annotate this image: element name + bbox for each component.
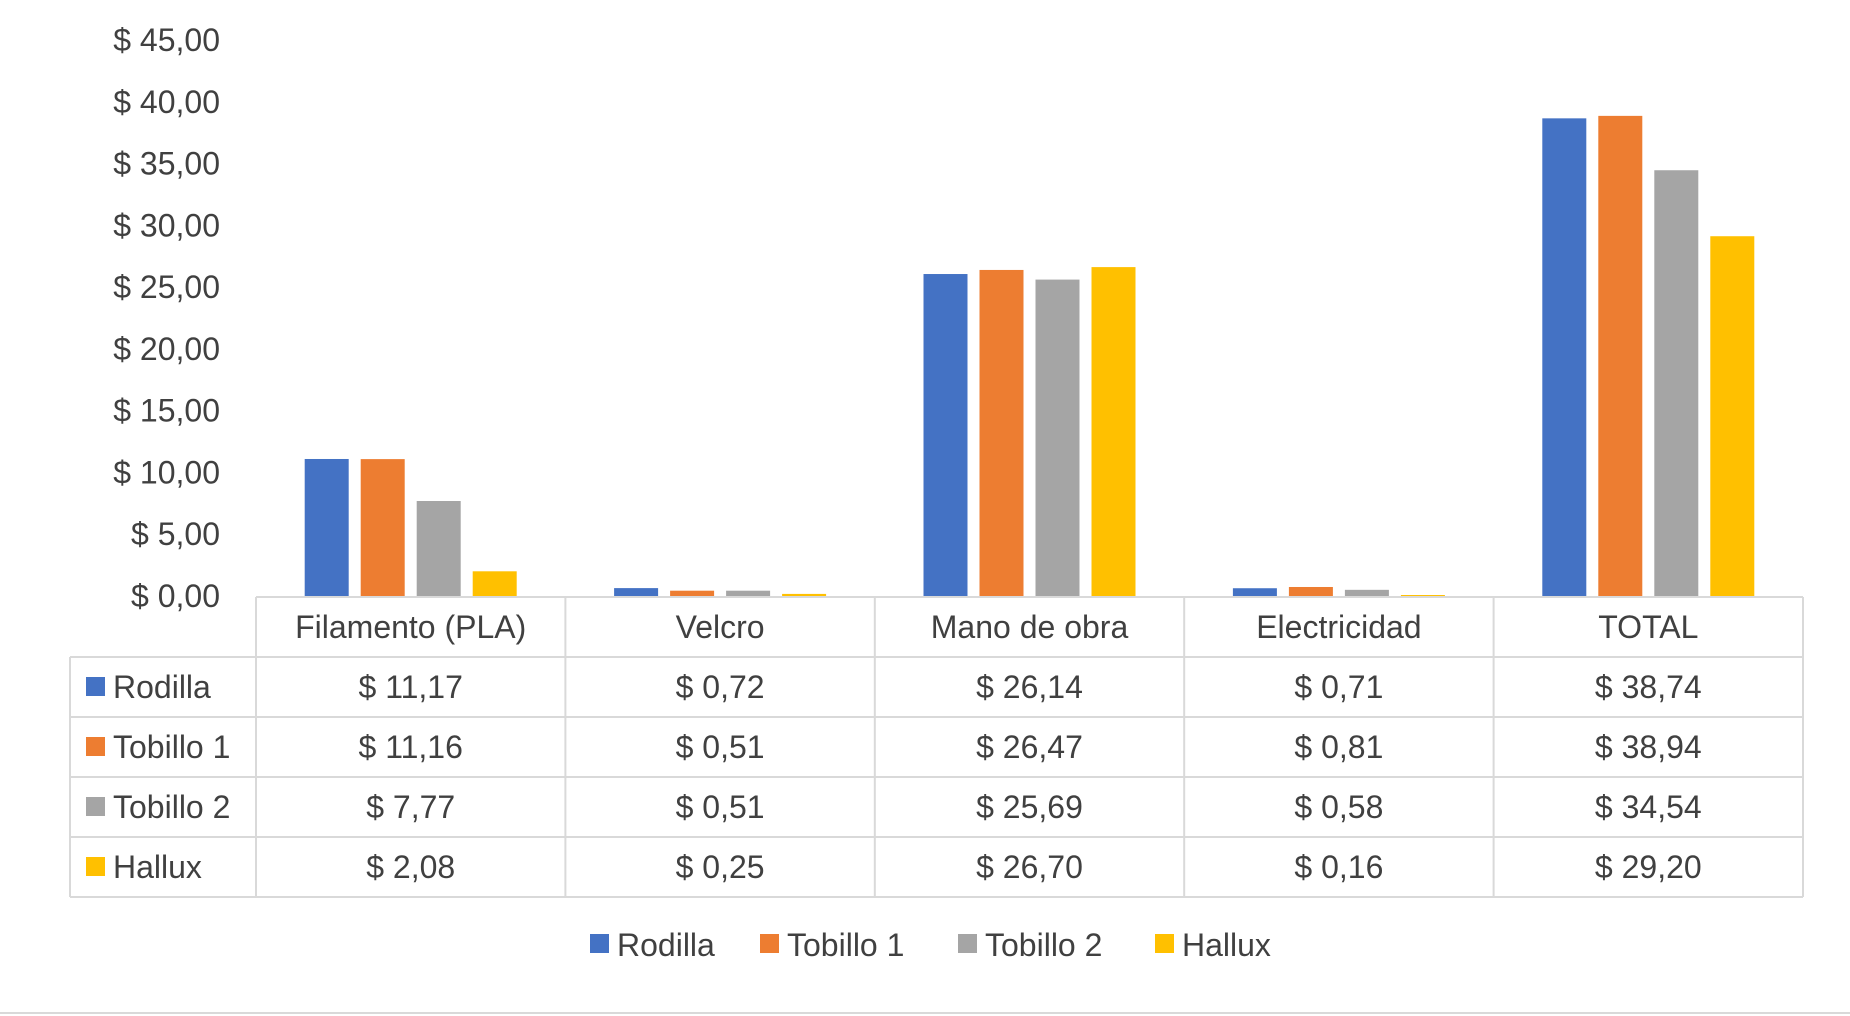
table-cell-value: $ 0,16: [1294, 849, 1383, 885]
row-series-label: Tobillo 1: [113, 729, 230, 765]
table-cell-value: $ 11,16: [359, 729, 463, 765]
table-cell-value: $ 0,25: [676, 849, 765, 885]
category-label: Velcro: [676, 609, 765, 645]
table-cell-value: $ 26,70: [976, 849, 1083, 885]
table-cell-value: $ 0,51: [676, 729, 765, 765]
bar-hallux: [472, 571, 517, 597]
bar-rodilla: [923, 274, 968, 597]
table-cell-value: $ 0,81: [1294, 729, 1383, 765]
legend-swatch: [1155, 934, 1174, 953]
bar-tobillo-2: [1035, 279, 1080, 597]
y-tick-label: $ 30,00: [113, 207, 220, 243]
table-cell-value: $ 38,94: [1595, 729, 1702, 765]
y-tick-label: $ 20,00: [113, 331, 220, 367]
bar-tobillo-2: [416, 500, 461, 597]
row-legend-key: [86, 797, 105, 816]
bar-rodilla: [304, 458, 349, 597]
bar-tobillo-1: [1598, 115, 1643, 597]
row-legend-key: [86, 677, 105, 696]
category-label: Mano de obra: [931, 609, 1129, 645]
y-tick-label: $ 15,00: [113, 393, 220, 429]
legend-label: Hallux: [1182, 927, 1271, 963]
table-cell-value: $ 2,08: [366, 849, 455, 885]
legend-swatch: [958, 934, 977, 953]
category-label: TOTAL: [1598, 609, 1698, 645]
bar-tobillo-2: [726, 590, 771, 597]
row-legend-key: [86, 857, 105, 876]
y-tick-label: $ 35,00: [113, 146, 220, 182]
bar-rodilla: [1542, 118, 1587, 598]
row-series-label: Hallux: [113, 849, 202, 885]
table-cell-value: $ 25,69: [976, 789, 1083, 825]
table-cell-value: $ 0,58: [1294, 789, 1383, 825]
bar-hallux: [1091, 267, 1136, 597]
legend-swatch: [590, 934, 609, 953]
bar-hallux: [782, 593, 827, 597]
y-tick-label: $ 5,00: [131, 516, 220, 552]
legend-swatch: [760, 934, 779, 953]
y-tick-label: $ 10,00: [113, 454, 220, 490]
bar-hallux: [1710, 236, 1755, 597]
table-cell-value: $ 26,47: [976, 729, 1083, 765]
bar-tobillo-1: [979, 269, 1024, 597]
y-tick-label: $ 25,00: [113, 269, 220, 305]
bar-tobillo-1: [360, 459, 405, 597]
bar-tobillo-2: [1654, 170, 1699, 597]
y-tick-label: $ 0,00: [131, 578, 220, 614]
legend-label: Tobillo 2: [985, 927, 1102, 963]
bar-tobillo-2: [1344, 589, 1389, 597]
table-cell-value: $ 38,74: [1595, 669, 1702, 705]
table-cell-value: $ 29,20: [1595, 849, 1702, 885]
table-cell-value: $ 11,17: [359, 669, 463, 705]
bar-rodilla: [614, 588, 659, 597]
bar-tobillo-1: [1288, 586, 1333, 597]
table-cell-value: $ 0,72: [676, 669, 765, 705]
table-cell-value: $ 0,71: [1294, 669, 1383, 705]
row-series-label: Tobillo 2: [113, 789, 230, 825]
legend-label: Tobillo 1: [787, 927, 904, 963]
table-cell-value: $ 34,54: [1595, 789, 1702, 825]
table-cell-value: $ 26,14: [976, 669, 1083, 705]
row-series-label: Rodilla: [113, 669, 211, 705]
row-legend-key: [86, 737, 105, 756]
y-tick-label: $ 40,00: [113, 84, 220, 120]
category-label: Filamento (PLA): [295, 609, 526, 645]
y-tick-label: $ 45,00: [113, 22, 220, 58]
legend-label: Rodilla: [617, 927, 715, 963]
bar-rodilla: [1232, 588, 1277, 597]
table-cell-value: $ 7,77: [366, 789, 455, 825]
table-cell-value: $ 0,51: [676, 789, 765, 825]
bottom-rule: [0, 1012, 1850, 1014]
bar-tobillo-1: [670, 590, 715, 597]
category-label: Electricidad: [1256, 609, 1421, 645]
